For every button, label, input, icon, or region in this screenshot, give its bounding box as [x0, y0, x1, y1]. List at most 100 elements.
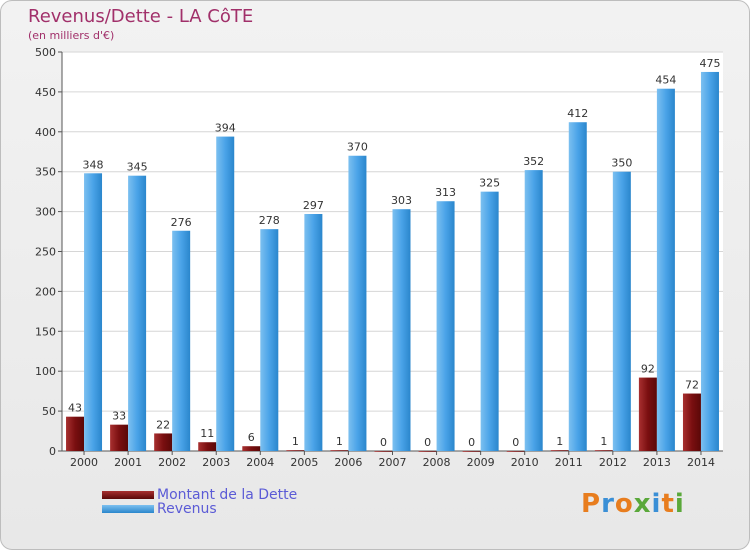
- data-label-debt: 0: [424, 436, 431, 449]
- y-tick-label: 0: [49, 445, 56, 458]
- x-tick-label: 2011: [555, 456, 583, 469]
- y-tick-label: 100: [35, 365, 56, 378]
- bar-revenue: [480, 191, 499, 451]
- logo-letter: r: [601, 489, 615, 519]
- y-tick-label: 500: [35, 46, 56, 59]
- logo-letter: x: [633, 489, 652, 519]
- y-tick-label: 400: [35, 126, 56, 139]
- data-label-revenue: 412: [567, 107, 588, 120]
- data-label-revenue: 278: [259, 214, 280, 227]
- bar-revenue: [436, 201, 455, 451]
- bar-revenue: [700, 71, 719, 451]
- legend-label-debt: Montant de la Dette: [157, 487, 298, 503]
- data-label-debt: 0: [468, 436, 475, 449]
- data-label-debt: 22: [156, 418, 170, 431]
- data-label-revenue: 313: [435, 186, 456, 199]
- bar-debt: [418, 451, 437, 452]
- bar-revenue: [172, 230, 191, 451]
- bar-debt: [682, 393, 701, 451]
- data-label-debt: 72: [685, 379, 699, 392]
- data-label-debt: 33: [112, 410, 126, 423]
- x-tick-label: 2000: [70, 456, 98, 469]
- bar-debt: [110, 424, 129, 451]
- x-tick-label: 2006: [334, 456, 362, 469]
- x-tick-label: 2007: [379, 456, 407, 469]
- bar-revenue: [260, 229, 279, 451]
- logo-letter: t: [661, 489, 675, 519]
- data-label-debt: 43: [68, 402, 82, 415]
- bar-revenue: [128, 175, 147, 451]
- logo-letter: o: [614, 489, 634, 519]
- bar-debt: [154, 433, 173, 451]
- x-tick-label: 2005: [290, 456, 318, 469]
- x-tick-label: 2014: [687, 456, 715, 469]
- data-label-debt: 1: [292, 435, 299, 448]
- bar-debt: [594, 450, 613, 452]
- data-label-revenue: 303: [391, 194, 412, 207]
- x-tick-label: 2003: [202, 456, 230, 469]
- bar-debt: [550, 450, 569, 452]
- data-label-revenue: 297: [303, 199, 324, 212]
- bar-revenue: [656, 88, 675, 451]
- x-tick-label: 2012: [599, 456, 627, 469]
- logo-letter: i: [651, 489, 662, 519]
- data-label-debt: 6: [248, 431, 255, 444]
- bar-revenue: [568, 122, 587, 451]
- bar-debt: [286, 450, 305, 452]
- bar-debt: [638, 377, 657, 451]
- data-label-revenue: 276: [171, 216, 192, 229]
- data-label-revenue: 370: [347, 141, 368, 154]
- chart-title: Revenus/Dette - LA CôTE: [28, 6, 254, 27]
- data-label-debt: 11: [200, 427, 214, 440]
- y-tick-label: 150: [35, 325, 56, 338]
- data-label-debt: 92: [641, 363, 655, 376]
- bar-revenue: [348, 155, 367, 452]
- bar-debt: [330, 450, 349, 452]
- proxiti-logo: Proxiti: [581, 489, 685, 519]
- y-tick-label: 50: [42, 405, 56, 418]
- data-label-revenue: 352: [523, 155, 544, 168]
- bar-debt: [242, 446, 261, 451]
- logo-letter: i: [674, 489, 685, 519]
- x-tick-label: 2008: [423, 456, 451, 469]
- data-label-debt: 0: [380, 436, 387, 449]
- legend-swatch-revenue: [102, 505, 154, 513]
- y-tick-label: 200: [35, 285, 56, 298]
- bar-revenue: [216, 136, 235, 451]
- logo-letter: P: [581, 489, 602, 519]
- data-label-debt: 1: [600, 435, 607, 448]
- data-label-debt: 0: [512, 436, 519, 449]
- y-tick-label: 300: [35, 206, 56, 219]
- chart-subtitle: (en milliers d'€): [28, 29, 115, 42]
- data-label-revenue: 394: [215, 122, 236, 135]
- data-label-revenue: 325: [479, 177, 500, 190]
- x-tick-label: 2004: [246, 456, 274, 469]
- x-tick-label: 2001: [114, 456, 142, 469]
- bar-debt: [66, 416, 85, 451]
- y-tick-label: 250: [35, 246, 56, 259]
- bar-revenue: [304, 213, 323, 451]
- x-tick-label: 2002: [158, 456, 186, 469]
- bar-revenue: [84, 173, 103, 451]
- bar-revenue: [524, 170, 543, 451]
- bar-revenue: [612, 171, 631, 451]
- data-label-debt: 1: [556, 435, 563, 448]
- y-tick-label: 450: [35, 86, 56, 99]
- data-label-debt: 1: [336, 435, 343, 448]
- x-tick-label: 2009: [467, 456, 495, 469]
- bar-debt: [462, 451, 481, 452]
- data-label-revenue: 348: [83, 158, 104, 171]
- legend-label-revenue: Revenus: [157, 501, 217, 517]
- bar-debt: [506, 451, 525, 452]
- x-tick-label: 2013: [643, 456, 671, 469]
- bar-revenue: [392, 209, 411, 451]
- data-label-revenue: 345: [127, 161, 148, 174]
- y-tick-label: 350: [35, 166, 56, 179]
- data-label-revenue: 475: [699, 57, 720, 70]
- data-label-revenue: 350: [611, 157, 632, 170]
- data-label-revenue: 454: [655, 74, 676, 87]
- bar-debt: [198, 442, 217, 451]
- legend-swatch-debt: [102, 491, 154, 499]
